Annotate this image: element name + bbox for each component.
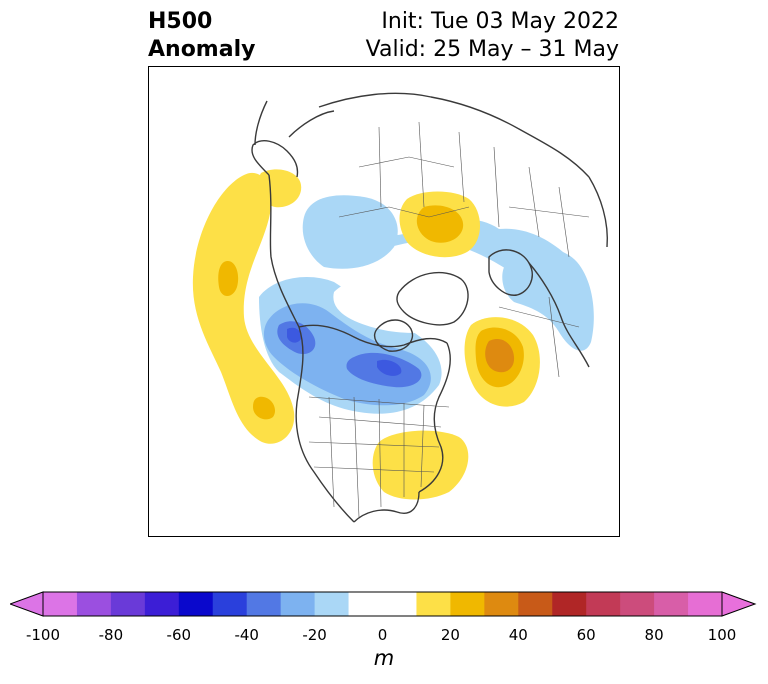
colorbar-bin (450, 592, 485, 616)
colorbar-tick-label: -80 (98, 626, 124, 644)
colorbar-bin (314, 592, 350, 616)
colorbar-bin (654, 592, 689, 616)
colorbar-bin (484, 592, 519, 616)
coastlines (251, 92, 609, 523)
colorbar-bin (110, 592, 146, 616)
colorbar-bin (586, 592, 621, 616)
colorbar-bin (688, 592, 723, 616)
colorbar-tick-label: -100 (25, 626, 61, 644)
positive-anomaly-pacific (192, 172, 295, 444)
colorbar-tick-label: 100 (707, 626, 737, 644)
colorbar-bin (552, 592, 587, 616)
colorbar-bin (212, 592, 248, 616)
colorbar-bin (178, 592, 214, 616)
colorbar-tick-label: 60 (576, 626, 596, 644)
colorbar-bin (620, 592, 655, 616)
colorbar-tick-label: -40 (234, 626, 259, 644)
colorbar-bin (43, 592, 78, 616)
negative-anomaly-40 (287, 327, 402, 376)
chart-dates: Init: Tue 03 May 2022 Valid: 25 May – 31… (366, 8, 619, 64)
colorbar (10, 591, 757, 617)
colorbar-tick-label: -60 (166, 626, 192, 644)
colorbar-tick-label: 0 (377, 626, 388, 644)
colorbar-bins (43, 592, 723, 616)
colorbar-extend-low (10, 591, 44, 617)
chart-title: H500 Anomaly (148, 8, 255, 64)
valid-range: Valid: 25 May – 31 May (365, 37, 619, 62)
colorbar-extend-high (721, 591, 757, 617)
title-line-2: Anomaly (148, 37, 256, 62)
colorbar-bin (348, 592, 417, 616)
negative-anomaly-10-c (302, 195, 398, 269)
colorbar-bin (144, 592, 180, 616)
colorbar-bin (518, 592, 553, 616)
arctic-neutral-area (333, 275, 458, 333)
colorbar-tick-label: 80 (644, 626, 664, 644)
positive-anomaly-us-east (372, 430, 469, 500)
positive-anomaly-atlantic-30 (485, 338, 515, 373)
colorbar-bin (76, 592, 112, 616)
colorbar-bin (416, 592, 451, 616)
init-date: Init: Tue 03 May 2022 (381, 9, 619, 34)
positive-anomaly-eurasia-core (416, 205, 464, 243)
political-borders (308, 121, 590, 518)
title-line-1: H500 (148, 9, 213, 34)
colorbar-tick-label: -20 (302, 626, 327, 644)
colorbar-unit: m (373, 646, 395, 670)
colorbar-outline (42, 591, 723, 617)
colorbar-bin (246, 592, 282, 616)
positive-anomaly-pacific-core (218, 261, 276, 420)
anomaly-map (148, 66, 620, 537)
map-canvas (192, 92, 609, 523)
colorbar-bin (280, 592, 316, 616)
colorbar-tick-label: 40 (508, 626, 528, 644)
colorbar-tick-label: 20 (440, 626, 460, 644)
